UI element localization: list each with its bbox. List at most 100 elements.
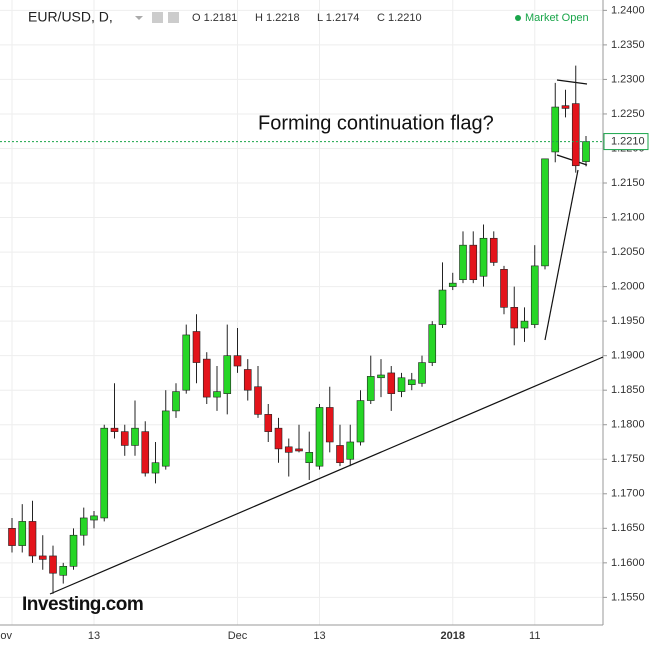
candle-body: [305, 452, 314, 464]
candle-body: [356, 400, 365, 443]
y-tick-label: 1.1750: [611, 453, 645, 465]
candle-body: [131, 427, 139, 446]
candle-body: [182, 334, 191, 391]
dropdown-icon[interactable]: [135, 16, 143, 20]
trend-line: [49, 356, 604, 595]
candle-body: [582, 141, 590, 162]
candle-body: [520, 320, 529, 329]
grid: [0, 0, 603, 625]
y-tick-label: 1.2300: [611, 73, 645, 85]
candle-body: [397, 377, 406, 392]
candle-body: [530, 265, 539, 325]
candle-body: [79, 517, 88, 536]
market-status: Market Open: [525, 12, 589, 24]
candle-body: [161, 410, 170, 467]
candle-body: [448, 282, 457, 287]
ohlc-high: H 1.2218: [255, 12, 300, 24]
candle-body: [151, 462, 160, 474]
candle-body: [8, 528, 16, 546]
status-dot: [515, 15, 521, 21]
candle-body: [274, 427, 283, 450]
candle-body: [561, 105, 570, 109]
candle-body: [264, 414, 273, 432]
candle-body: [387, 372, 396, 394]
candle-body: [38, 555, 47, 560]
candle-body: [284, 446, 293, 453]
candle-body: [366, 376, 375, 401]
candle-body: [377, 374, 385, 379]
candle-body: [336, 445, 344, 464]
y-tick-label: 1.2100: [611, 211, 645, 223]
candle-body: [315, 407, 324, 467]
annotation: Forming continuation flag?: [258, 112, 494, 134]
flag-top-line: [556, 79, 588, 85]
ohlc-close: C 1.2210: [377, 12, 422, 24]
candles: [8, 65, 590, 594]
x-tick-label: Dec: [228, 630, 248, 642]
y-tick-label: 1.1650: [611, 522, 645, 534]
y-tick-label: 1.2000: [611, 281, 645, 293]
candle-body: [428, 324, 437, 363]
candle-body: [489, 237, 498, 263]
candle-body: [325, 407, 334, 443]
candle-body: [571, 103, 580, 167]
y-tick-label: 1.1700: [611, 488, 645, 500]
candle-body: [28, 521, 37, 557]
x-tick-label: ov: [0, 630, 12, 642]
watermark: Investing.com: [22, 594, 143, 615]
x-tick-label: 11: [529, 630, 540, 642]
y-tick-label: 1.2400: [611, 4, 645, 16]
candle-body: [49, 555, 57, 574]
y-tick-label: 1.2050: [611, 246, 645, 258]
candle-body: [469, 244, 478, 280]
chart-title: EUR/USD, D,: [28, 9, 113, 25]
x-tick-label: 13: [313, 630, 325, 642]
candle-body: [243, 369, 252, 391]
candle-body: [213, 391, 221, 398]
y-tick-label: 1.1600: [611, 557, 645, 569]
y-tick-label: 1.1550: [611, 591, 645, 603]
candle-body: [110, 427, 119, 432]
candle-body: [223, 355, 232, 394]
candle-body: [438, 289, 447, 325]
y-tick-label: 1.1800: [611, 419, 645, 431]
settings-icon[interactable]: [168, 12, 179, 23]
candle-body: [18, 521, 27, 546]
candle-body: [141, 431, 150, 474]
candle-body: [100, 427, 109, 519]
candle-body: [510, 307, 519, 329]
candle-body: [90, 515, 98, 521]
candle-body: [295, 448, 303, 452]
y-tick-label: 1.1850: [611, 384, 645, 396]
y-tick-label: 1.1950: [611, 315, 645, 327]
candle-body: [69, 534, 78, 567]
price-label-box: [603, 133, 649, 151]
candle-body: [59, 565, 68, 576]
ohlc-low: L 1.2174: [317, 12, 359, 24]
candle-body: [418, 362, 426, 384]
x-tick-label: 13: [88, 630, 100, 642]
candle-body: [192, 331, 201, 363]
candle-body: [407, 379, 416, 385]
flag-pole-line: [544, 169, 579, 341]
candle-body: [551, 106, 560, 153]
camera-icon[interactable]: [152, 12, 163, 23]
candle-body: [346, 441, 355, 460]
candle-body: [459, 244, 467, 280]
candle-body: [233, 355, 242, 367]
candle-body: [172, 391, 180, 412]
y-tick-label: 1.2150: [611, 177, 645, 189]
candle-body: [120, 431, 129, 446]
candle-body: [479, 237, 488, 277]
y-tick-label: 1.1900: [611, 350, 645, 362]
candle-body: [500, 269, 508, 308]
y-tick-label: 1.2250: [611, 108, 645, 120]
candle-body: [254, 386, 262, 415]
candle-body: [541, 158, 549, 267]
y-tick-label: 1.2350: [611, 39, 645, 51]
x-tick-label: 2018: [441, 630, 465, 642]
price-label: 1.2210: [611, 135, 645, 147]
ohlc-open: O 1.2181: [192, 12, 237, 24]
